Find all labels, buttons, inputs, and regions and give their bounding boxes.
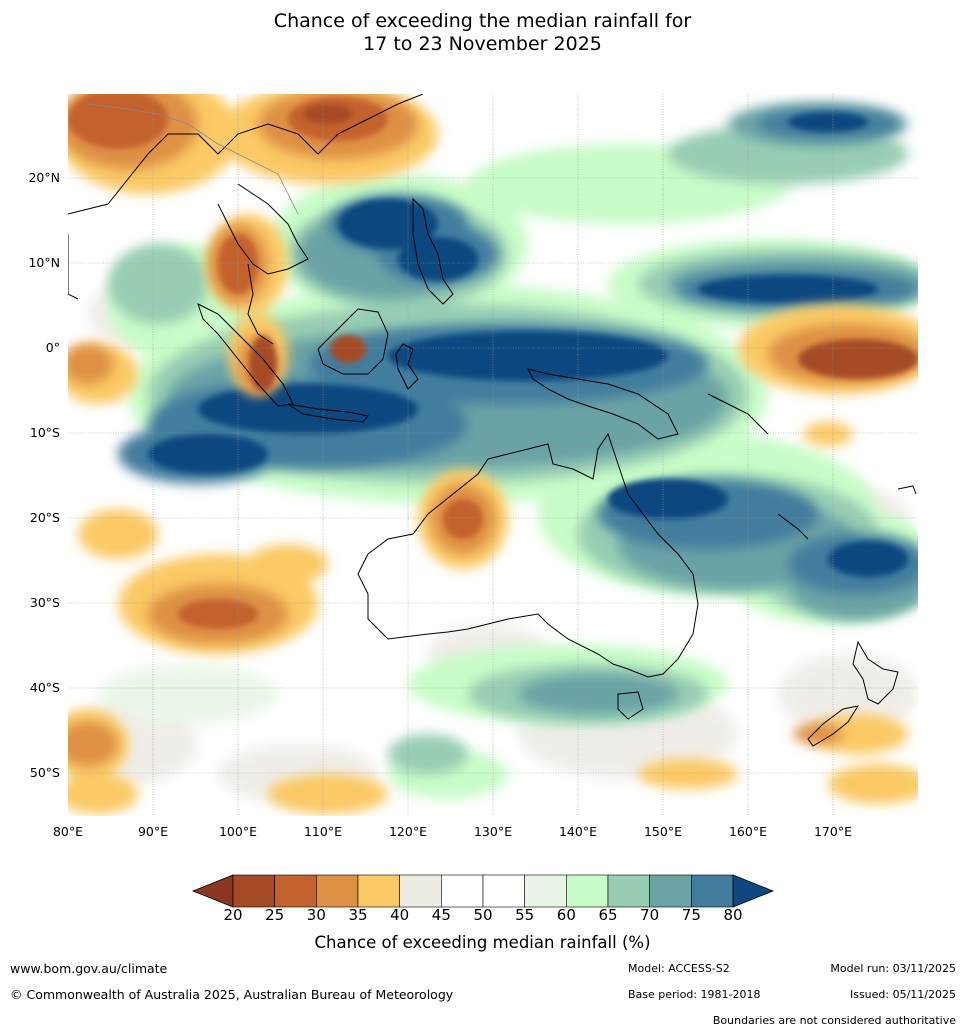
philippines-coastline — [412, 197, 454, 305]
model-run-text: Model run: 03/11/2025 — [830, 962, 956, 975]
colorbar-tick-40: 40 — [390, 906, 410, 924]
colorbar-cell-70-75 — [649, 874, 692, 908]
colorbar-cell-55-60 — [524, 874, 567, 908]
australia-coastline — [357, 432, 699, 678]
colorbar-tick-20: 20 — [223, 906, 243, 924]
longitude-label-140E: 140°E — [558, 824, 597, 839]
longitude-label-100E: 100°E — [218, 824, 257, 839]
colorbar-cell-50-55 — [482, 874, 525, 908]
latitude-label-20S: 20°S — [29, 510, 60, 525]
latitude-label-30S: 30°S — [29, 595, 60, 610]
solomon-islands-coastline — [707, 393, 769, 435]
colorbar-tick-80: 80 — [723, 906, 743, 924]
dry-dark — [68, 94, 918, 629]
latitude-label-20N: 20°N — [28, 170, 60, 185]
colorbar-cell-65-70 — [607, 874, 650, 908]
colorbar-label: Chance of exceeding median rainfall (%) — [314, 933, 651, 952]
colorbar-cell-35-40 — [357, 874, 400, 908]
colorbar-tick-25: 25 — [265, 906, 285, 924]
latitude-label-equator: 0° — [45, 340, 60, 355]
rainfall-probability-map — [68, 94, 918, 816]
java-coastline — [287, 403, 369, 423]
longitude-label-170E: 170°E — [813, 824, 852, 839]
new-zealand-north-coastline — [852, 640, 899, 705]
colorbar-cell-30-35 — [316, 874, 359, 908]
lat-lon-gridlines — [68, 94, 918, 816]
longitude-label-110E: 110°E — [303, 824, 342, 839]
colorbar-tick-35: 35 — [348, 906, 368, 924]
new-caledonia-coastline — [777, 513, 809, 540]
colorbar-cell-75-80 — [691, 874, 734, 908]
colorbar-cells — [232, 874, 734, 908]
map-canvas — [68, 94, 918, 816]
southeast-asia-coastline — [68, 94, 424, 345]
latitude-label-50S: 50°S — [29, 765, 60, 780]
copyright-text: © Commonwealth of Australia 2025, Austra… — [10, 987, 454, 1002]
disclaimer-text: Boundaries are not considered authoritat… — [712, 1014, 956, 1027]
colorbar-tick-55: 55 — [515, 906, 535, 924]
latitude-label-10N: 10°N — [28, 255, 60, 270]
india-coastline — [68, 234, 79, 300]
colorbar-cell-45-50 — [441, 874, 484, 908]
longitude-label-160E: 160°E — [728, 824, 767, 839]
colorbar-tick-75: 75 — [681, 906, 701, 924]
longitude-label-80E: 80°E — [52, 824, 84, 839]
coastlines — [68, 94, 917, 747]
issued-text: Issued: 05/11/2025 — [849, 988, 956, 1001]
new-guinea-coastline — [527, 368, 679, 440]
borneo-coastline — [317, 308, 389, 375]
colorbar-cell-60-65 — [566, 874, 609, 908]
colorbar-tick-45: 45 — [431, 906, 451, 924]
chart-title: Chance of exceeding the median rainfall … — [0, 10, 965, 56]
title-line-1: Chance of exceeding the median rainfall … — [273, 10, 692, 32]
colorbar-tick-60: 60 — [556, 906, 576, 924]
sumatra-coastline — [197, 303, 294, 407]
colorbar-under-arrow — [191, 874, 234, 908]
sulawesi-coastline — [395, 343, 419, 390]
colorbar-cell-25-30 — [274, 874, 317, 908]
colorbar-tick-30: 30 — [306, 906, 326, 924]
colorbar-graphic — [191, 874, 775, 908]
model-text: Model: ACCESS-S2 — [628, 962, 730, 975]
colorbar-tick-70: 70 — [640, 906, 660, 924]
title-line-2: 17 to 23 November 2025 — [363, 33, 602, 55]
colorbar-cell-40-45 — [399, 874, 442, 908]
colorbar-cell-20-25 — [232, 874, 275, 908]
base-period-text: Base period: 1981-2018 — [628, 988, 761, 1001]
longitude-label-130E: 130°E — [473, 824, 512, 839]
new-zealand-south-coastline — [807, 705, 860, 747]
longitude-label-90E: 90°E — [137, 824, 169, 839]
colorbar-over-arrow — [732, 874, 775, 908]
tasmania-coastline — [617, 691, 644, 720]
colorbar-tick-65: 65 — [598, 906, 618, 924]
colorbar-tick-50: 50 — [473, 906, 493, 924]
fiji-coastline — [897, 485, 917, 495]
website-text: www.bom.gov.au/climate — [10, 961, 168, 976]
longitude-label-150E: 150°E — [643, 824, 682, 839]
colorbar — [190, 873, 775, 909]
longitude-label-120E: 120°E — [388, 824, 427, 839]
country-borders — [87, 103, 299, 215]
latitude-label-40S: 40°S — [29, 680, 60, 695]
latitude-label-10S: 10°S — [29, 425, 60, 440]
